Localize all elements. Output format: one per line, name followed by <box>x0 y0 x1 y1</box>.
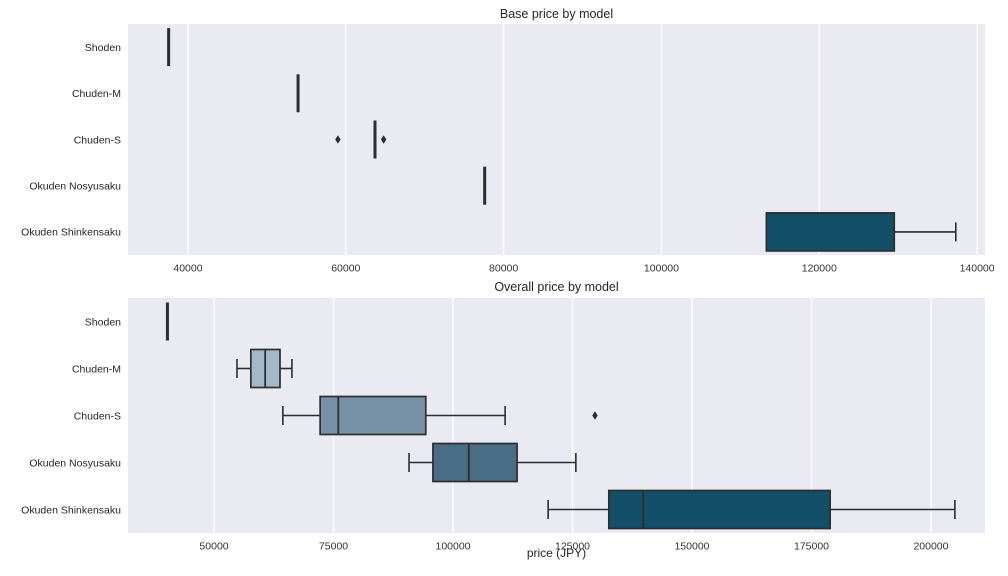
collapsed-box <box>167 28 171 67</box>
x-axis-label: price (JPY) <box>526 546 587 560</box>
y-category-label: Okuden Nosyusaku <box>29 457 121 469</box>
collapsed-box <box>373 120 377 159</box>
y-category-label: Chuden-S <box>74 410 121 422</box>
x-tick-label: 100000 <box>644 263 679 275</box>
x-tick-label: 150000 <box>674 541 709 553</box>
collapsed-box <box>483 166 487 205</box>
y-category-label: Chuden-M <box>72 88 121 100</box>
box <box>432 442 518 483</box>
y-category-label: Chuden-M <box>72 363 121 375</box>
outlier-diamond <box>592 411 598 420</box>
x-tick-label: 100000 <box>435 541 470 553</box>
x-tick-label: 80000 <box>489 263 518 275</box>
y-category-label: Shoden <box>85 42 121 54</box>
y-category-label: Okuden Shinkensaku <box>21 227 121 239</box>
outlier-diamond <box>380 135 387 144</box>
y-category-label: Chuden-S <box>74 134 121 146</box>
outlier-diamond <box>335 135 341 144</box>
y-category-label: Okuden Shinkensaku <box>21 504 121 516</box>
x-tick-label: 125000 <box>555 541 590 553</box>
x-tick-label: 75000 <box>319 541 348 553</box>
x-tick-label: 60000 <box>331 263 360 275</box>
plot-panel <box>128 298 985 533</box>
x-tick-label: 140000 <box>960 263 995 275</box>
x-tick-label: 50000 <box>199 541 228 553</box>
x-tick-label: 175000 <box>794 541 829 553</box>
x-tick-label: 40000 <box>173 263 202 275</box>
chart-title-base-price: Base price by model <box>499 7 614 21</box>
box <box>765 212 896 252</box>
collapsed-box <box>296 74 300 113</box>
chart-title-overall-price: Overall price by model <box>494 280 619 294</box>
y-category-label: Shoden <box>85 316 121 328</box>
box <box>607 489 831 530</box>
y-category-label: Okuden Nosyusaku <box>29 181 121 193</box>
x-tick-label: 120000 <box>802 263 837 275</box>
box <box>319 395 427 436</box>
x-tick-label: 200000 <box>913 541 948 553</box>
collapsed-box <box>165 302 169 341</box>
